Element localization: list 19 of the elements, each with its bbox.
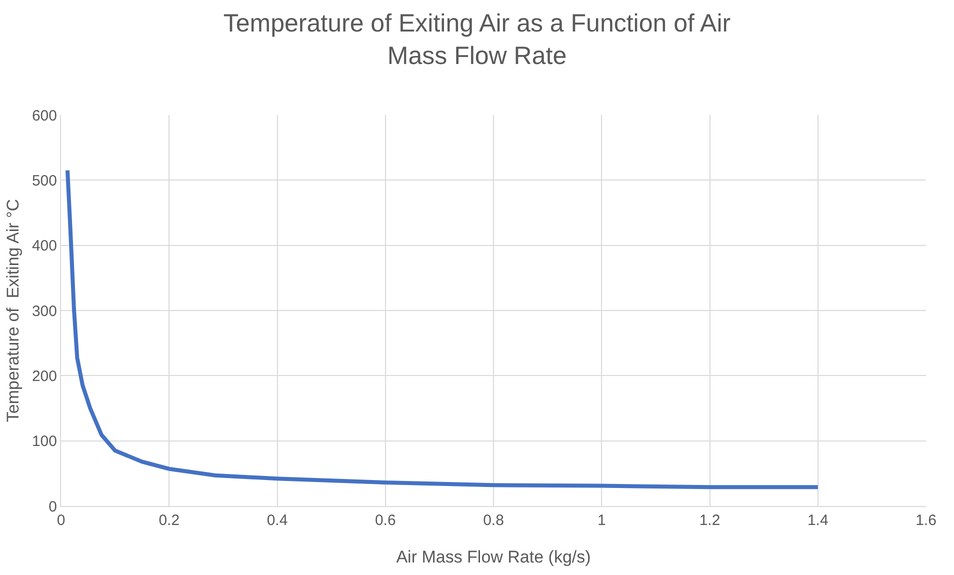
line-series bbox=[65, 168, 820, 490]
chart-title: Temperature of Exiting Air as a Function of Air Mass Flow Rate bbox=[223, 10, 731, 70]
x-tick-label: 0.6 bbox=[374, 512, 396, 529]
x-tick-label: 1 bbox=[597, 512, 606, 529]
y-tick-label: 400 bbox=[32, 238, 57, 255]
y-tick-label: 600 bbox=[32, 107, 57, 124]
x-tick-label: 0.4 bbox=[266, 512, 288, 529]
y-tick-label: 500 bbox=[32, 172, 57, 190]
y-tick-label: 200 bbox=[32, 368, 57, 385]
x-tick-label: 0.8 bbox=[483, 512, 504, 529]
x-axis-title: Air Mass Flow Rate (kg/s) bbox=[396, 547, 591, 566]
x-tick-label: 1.4 bbox=[807, 512, 828, 529]
y-tick-label: 0 bbox=[48, 498, 57, 516]
y-tick-label: 100 bbox=[32, 433, 57, 450]
x-tick-label: 0.2 bbox=[158, 512, 180, 529]
x-tick-label: 1.2 bbox=[699, 512, 720, 529]
y-tick-label: 300 bbox=[32, 302, 57, 320]
y-axis-title: Temperature of Exiting Air °C bbox=[4, 198, 23, 422]
x-tick-label: 1.6 bbox=[916, 512, 936, 529]
